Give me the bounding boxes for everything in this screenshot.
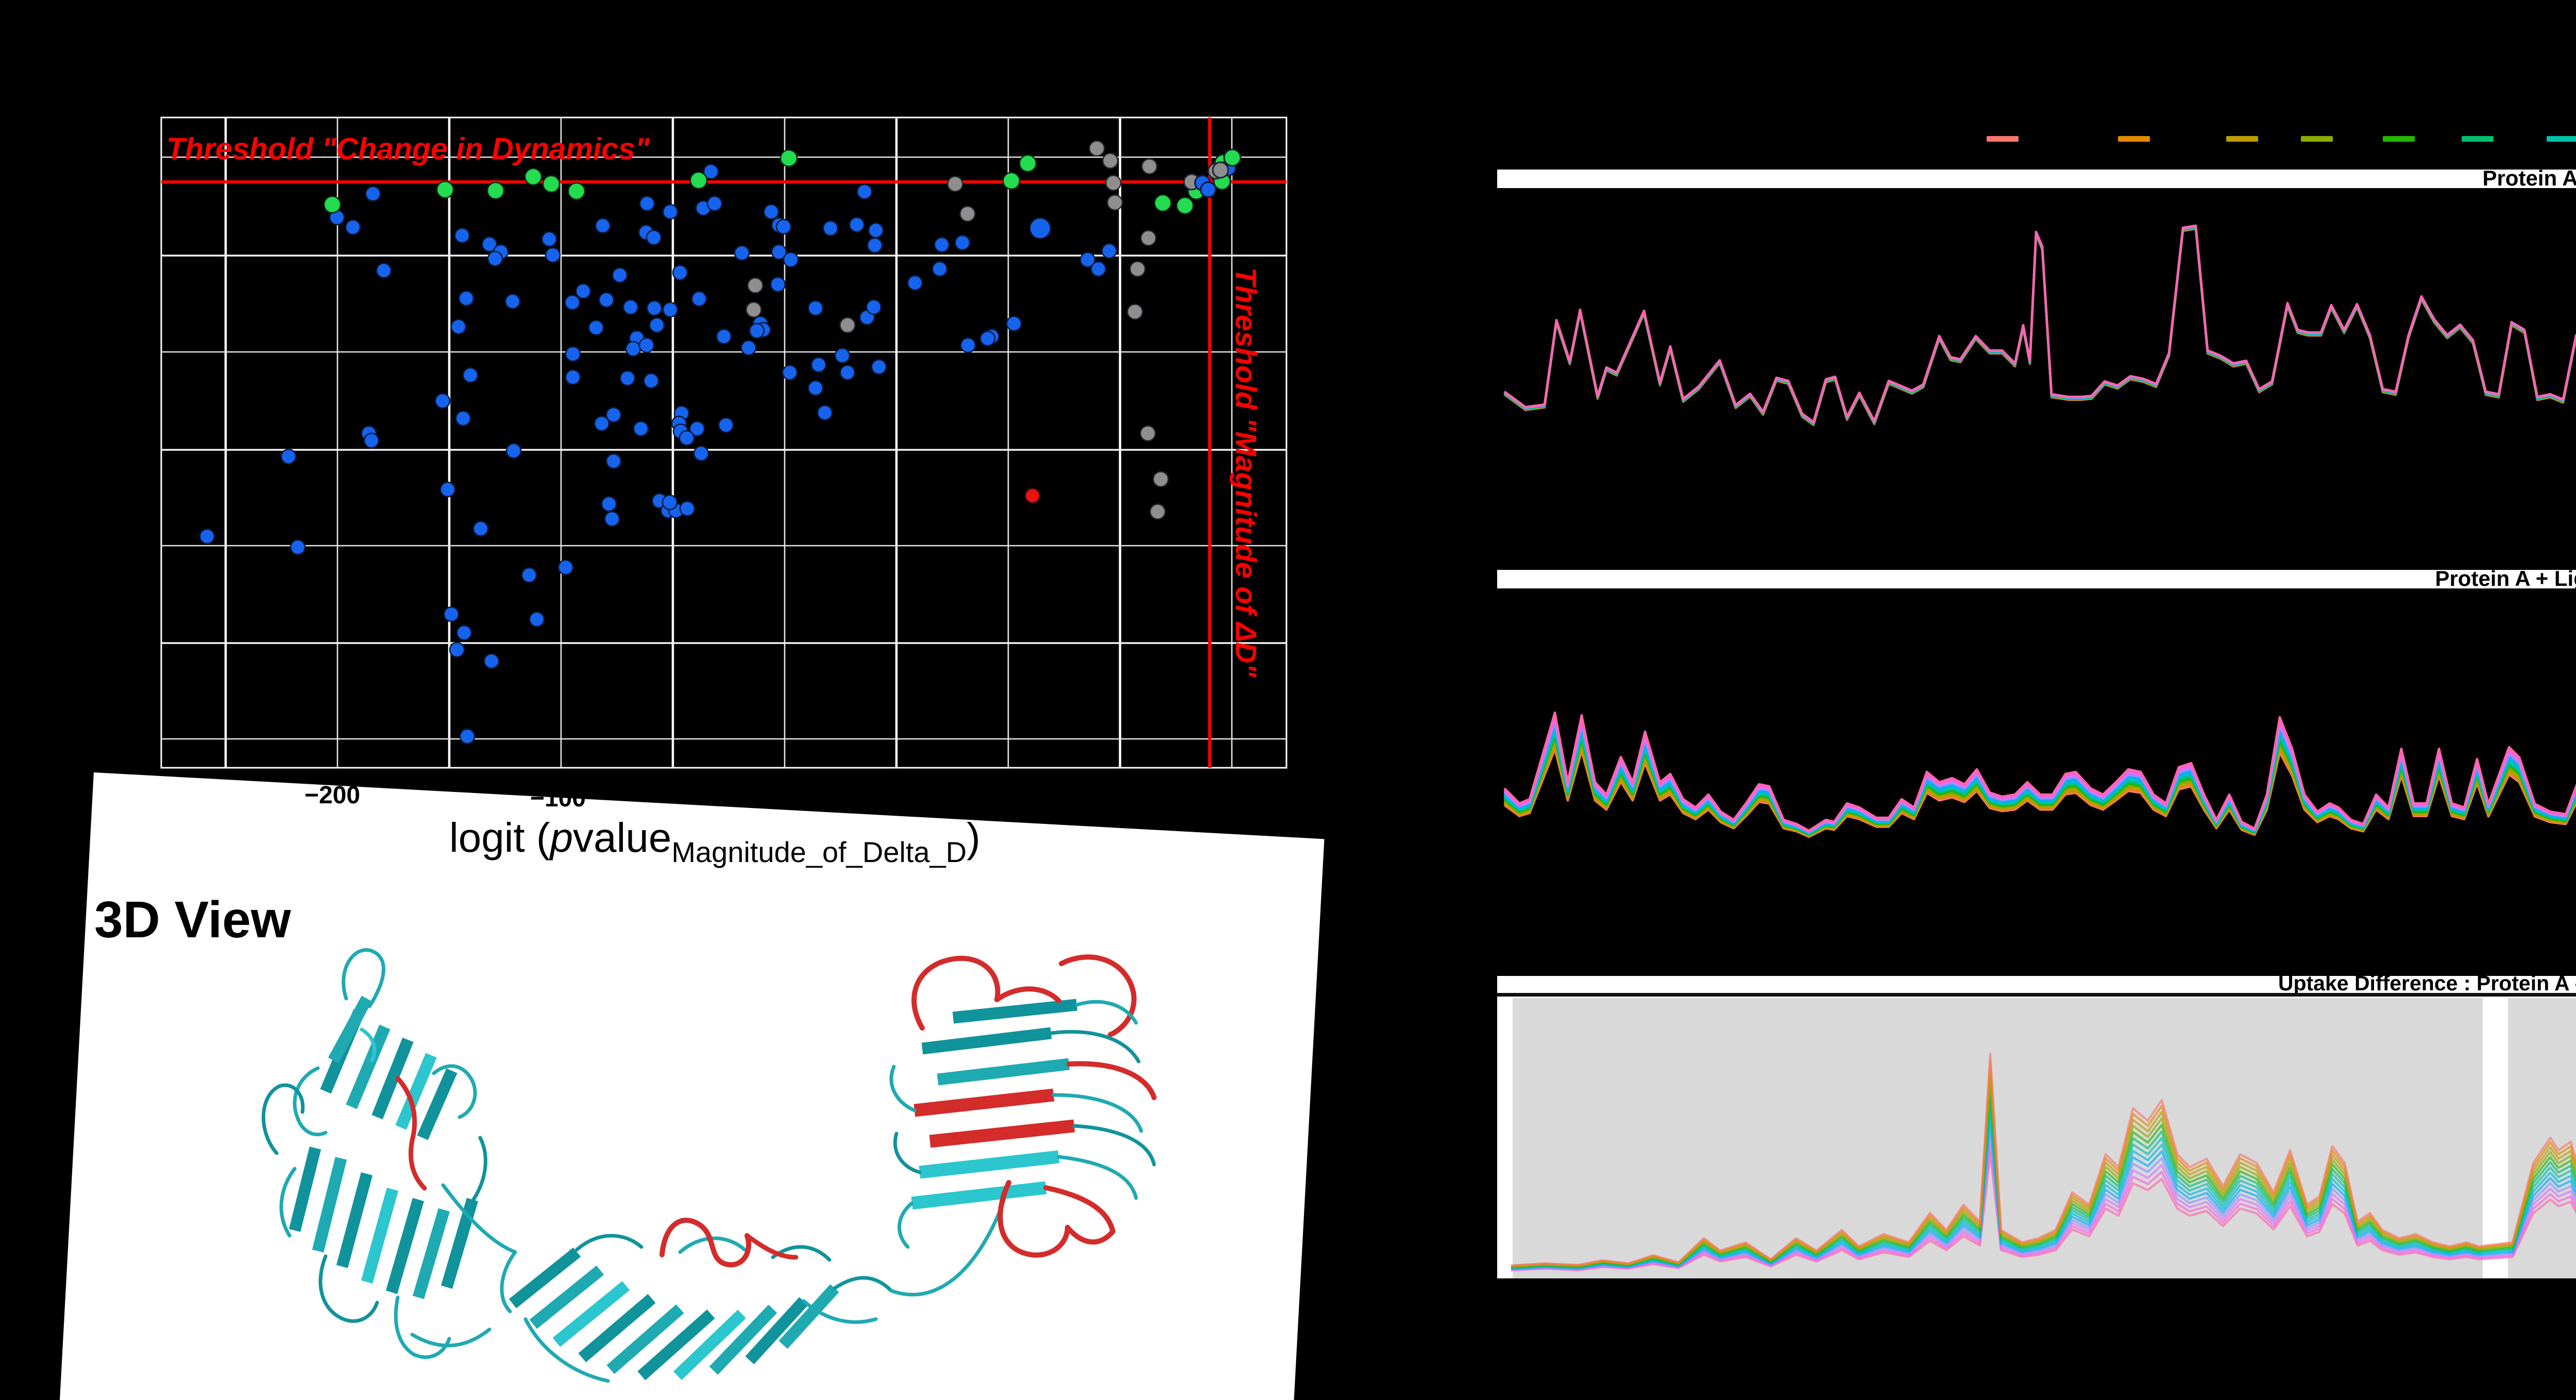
svg-text:Threshold "Magnitude of ΔD": Threshold "Magnitude of ΔD" [1229,267,1262,678]
svg-text:Protein A: Protein A [2482,166,2576,190]
svg-text:Protein A + Ligand: Protein A + Ligand [2435,566,2576,591]
svg-text:Threshold "Change in Dynamics": Threshold "Change in Dynamics" [166,132,650,166]
svg-text:Uptake Difference : Protein A: Uptake Difference : Protein A - (Protein… [2278,971,2576,995]
